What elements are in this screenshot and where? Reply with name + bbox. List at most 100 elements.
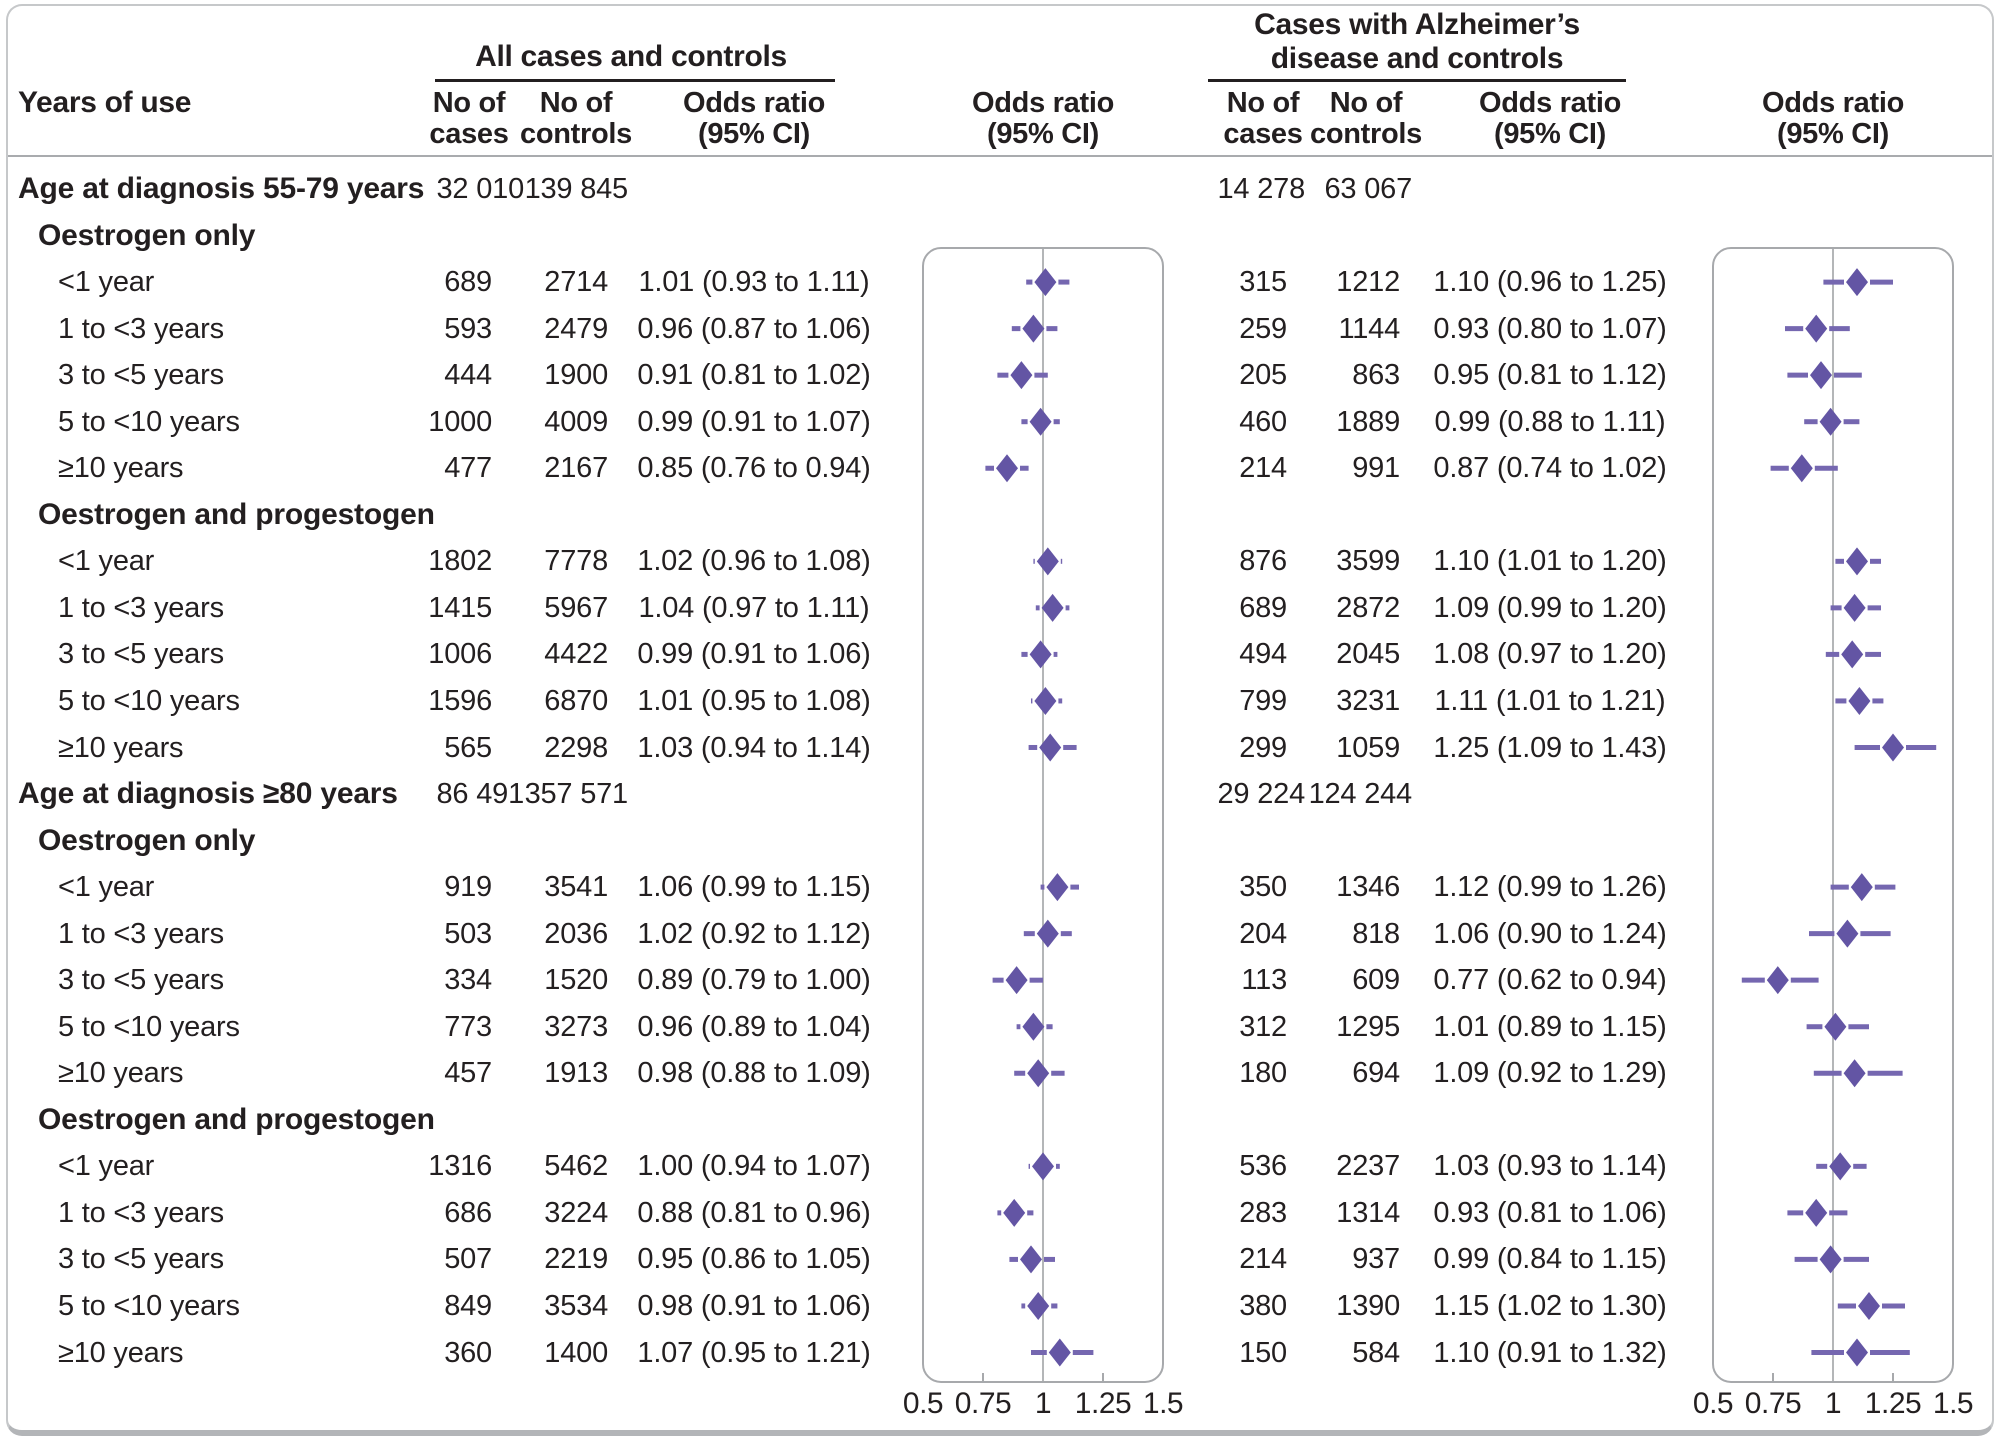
cases-value-alz: 380 [1239, 1290, 1287, 1322]
cases-value-all: 507 [444, 1243, 492, 1276]
controls-value-all: 6870 [544, 684, 608, 717]
or-ci-value-alz: 1.25 (1.09 to 1.43) [1433, 731, 1667, 764]
col-header-controls-alz: controls [1310, 118, 1422, 150]
cases-value-alz: 536 [1239, 1150, 1287, 1183]
row-label-group: Age at diagnosis ≥80 years [18, 777, 398, 810]
group-cases-value-all: 32 010 [436, 173, 525, 205]
col-header-no-of-controls-all: No of [539, 87, 613, 119]
row-label-years-of-use: ≥10 years [58, 1057, 184, 1090]
controls-value-alz: 1059 [1336, 731, 1400, 764]
controls-value-alz: 863 [1352, 359, 1400, 392]
or-ci-value-alz: 0.99 (0.84 to 1.15) [1433, 1243, 1667, 1276]
or-ci-value-all: 0.95 (0.86 to 1.05) [637, 1243, 871, 1276]
or-ci-value-alz: 0.95 (0.81 to 1.12) [1433, 359, 1667, 392]
row-label-years-of-use: <1 year [58, 1150, 155, 1183]
column-label-years-of-use: Years of use [18, 86, 192, 119]
controls-value-all: 2479 [544, 312, 608, 345]
controls-value-all: 1400 [544, 1336, 608, 1369]
or-ci-value-alz: 1.15 (1.02 to 1.30) [1433, 1290, 1667, 1322]
or-ci-value-all: 0.98 (0.88 to 1.09) [637, 1057, 871, 1090]
or-ci-value-alz: 1.10 (0.96 to 1.25) [1433, 266, 1667, 299]
col-header-or-all-line2: (95% CI) [697, 118, 810, 150]
group-controls-value-alz: 124 244 [1308, 778, 1413, 810]
or-ci-value-all: 1.02 (0.96 to 1.08) [637, 545, 871, 578]
group-controls-value-alz: 63 067 [1324, 173, 1413, 205]
controls-value-all: 4009 [544, 405, 608, 438]
axis-tick-label-all: 1 [1034, 1387, 1052, 1420]
row-label-years-of-use: 3 to <5 years [58, 1243, 224, 1276]
row-label-years-of-use: <1 year [58, 545, 155, 578]
cases-value-alz: 799 [1239, 684, 1287, 717]
cases-value-alz: 259 [1239, 312, 1287, 345]
group-cases-value-all: 86 491 [436, 778, 525, 810]
controls-value-all: 4422 [544, 638, 608, 671]
or-ci-value-alz: 0.93 (0.80 to 1.07) [1433, 312, 1667, 345]
controls-value-all: 2167 [544, 452, 608, 485]
or-ci-value-all: 1.06 (0.99 to 1.15) [637, 871, 871, 904]
controls-value-alz: 1390 [1336, 1290, 1400, 1322]
cases-value-alz: 214 [1239, 452, 1287, 485]
row-label-group: Age at diagnosis 55-79 years [18, 172, 425, 205]
plot-header-or-alz-line1: Odds ratio [1761, 87, 1904, 119]
cases-value-all: 1006 [428, 638, 492, 671]
cases-value-alz: 494 [1239, 638, 1287, 671]
controls-value-alz: 3231 [1336, 684, 1400, 717]
row-label-subgroup: Oestrogen only [38, 218, 256, 252]
axis-tick-label-alz: 1.25 [1864, 1387, 1922, 1420]
cases-value-alz: 180 [1239, 1057, 1287, 1090]
row-label-years-of-use: <1 year [58, 266, 155, 299]
controls-value-all: 7778 [544, 545, 608, 578]
cases-value-all: 477 [444, 452, 492, 485]
row-label-years-of-use: 5 to <10 years [58, 405, 240, 438]
cases-value-all: 334 [444, 964, 492, 997]
col-header-no-of-cases-alz: No of [1226, 87, 1300, 119]
controls-value-alz: 1314 [1336, 1196, 1400, 1229]
cases-value-all: 444 [444, 359, 492, 392]
or-ci-value-all: 1.07 (0.95 to 1.21) [637, 1336, 871, 1369]
controls-value-all: 3224 [544, 1196, 608, 1229]
row-label-subgroup: Oestrogen only [38, 823, 256, 857]
controls-value-all: 5967 [544, 591, 608, 624]
cases-value-alz: 299 [1239, 731, 1287, 764]
row-label-years-of-use: 5 to <10 years [58, 1290, 240, 1322]
panel-title-underline-all [435, 79, 835, 82]
group-controls-value-all: 357 571 [524, 778, 629, 810]
row-label-subgroup: Oestrogen and progestogen [38, 1102, 435, 1136]
or-ci-value-alz: 1.09 (0.92 to 1.29) [1433, 1057, 1667, 1090]
or-ci-value-all: 1.01 (0.95 to 1.08) [637, 684, 871, 717]
col-header-or-alz-line2: (95% CI) [1493, 118, 1606, 150]
axis-tick-label-all: 1.25 [1074, 1387, 1132, 1420]
or-ci-value-alz: 1.01 (0.89 to 1.15) [1433, 1010, 1667, 1043]
or-ci-value-alz: 0.99 (0.88 to 1.11) [1434, 405, 1666, 438]
cases-value-alz: 876 [1239, 545, 1287, 578]
controls-value-all: 3541 [544, 871, 608, 904]
controls-value-alz: 1295 [1336, 1010, 1400, 1043]
cases-value-all: 1415 [428, 591, 492, 624]
cases-value-alz: 283 [1239, 1196, 1287, 1229]
group-controls-value-all: 139 845 [524, 173, 629, 205]
col-header-cases-alz: cases [1223, 118, 1303, 150]
cases-value-all: 1802 [428, 545, 492, 578]
panel-title-alz-line2: disease and controls [1270, 42, 1564, 75]
or-ci-value-all: 1.04 (0.97 to 1.11) [638, 591, 870, 624]
plot-header-or-all-line1: Odds ratio [971, 87, 1114, 119]
row-label-years-of-use: 3 to <5 years [58, 964, 224, 997]
row-label-years-of-use: <1 year [58, 871, 155, 904]
cases-value-all: 686 [444, 1196, 492, 1229]
row-label-years-of-use: 3 to <5 years [58, 638, 224, 671]
cases-value-alz: 460 [1239, 405, 1287, 438]
col-header-cases-all: cases [429, 118, 509, 150]
plot-header-or-alz-line2: (95% CI) [1776, 118, 1889, 150]
controls-value-all: 3273 [544, 1010, 608, 1043]
header-divider [8, 155, 1992, 157]
controls-value-alz: 991 [1352, 452, 1400, 485]
or-ci-value-alz: 0.93 (0.81 to 1.06) [1433, 1196, 1667, 1229]
col-header-controls-all: controls [520, 118, 632, 150]
cases-value-alz: 312 [1239, 1010, 1287, 1043]
or-ci-value-alz: 1.09 (0.99 to 1.20) [1433, 591, 1667, 624]
row-label-years-of-use: 1 to <3 years [58, 312, 224, 345]
row-label-years-of-use: 3 to <5 years [58, 359, 224, 392]
controls-value-alz: 609 [1352, 964, 1400, 997]
panel-title-underline-alz [1208, 79, 1626, 82]
or-ci-value-all: 0.89 (0.79 to 1.00) [637, 964, 871, 997]
